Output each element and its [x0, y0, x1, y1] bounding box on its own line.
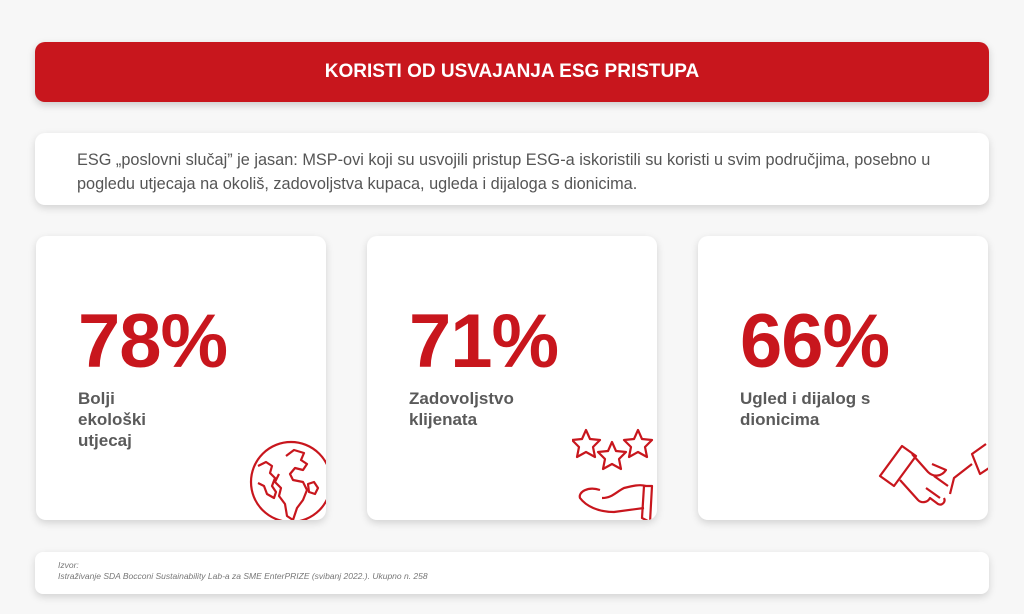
source-footer: Izvor: Istraživanje SDA Bocconi Sustaina…	[35, 552, 989, 594]
source-label: Izvor:	[58, 560, 79, 570]
page-title: KORISTI OD USVAJANJA ESG PRISTUPA	[324, 61, 700, 82]
stat-value: 71%	[409, 299, 559, 384]
stat-label: Bolji ekološki utjecaj	[78, 389, 147, 450]
stat-card-environment: 78% Bolji ekološki utjecaj	[36, 236, 326, 520]
handshake-icon	[878, 443, 988, 506]
stat-label: Zadovoljstvo klijenata	[409, 389, 514, 429]
stat-label: Ugled i dijalog s dionicima	[740, 389, 871, 429]
source-text: Istraživanje SDA Bocconi Sustainability …	[58, 571, 428, 581]
title-banner: KORISTI OD USVAJANJA ESG PRISTUPA	[35, 42, 989, 102]
intro-box: ESG „poslovni slučaj” je jasan: MSP-ovi …	[35, 133, 989, 205]
globe-icon	[249, 440, 326, 520]
stat-value: 66%	[740, 299, 890, 384]
stat-card-reputation: 66% Ugled i dijalog s dionicima	[698, 236, 988, 520]
stars-hand-icon	[572, 428, 654, 520]
stat-card-clients: 71% Zadovoljstvo klijenata	[367, 236, 657, 520]
stat-value: 78%	[78, 299, 228, 384]
intro-text: ESG „poslovni slučaj” je jasan: MSP-ovi …	[77, 151, 931, 193]
